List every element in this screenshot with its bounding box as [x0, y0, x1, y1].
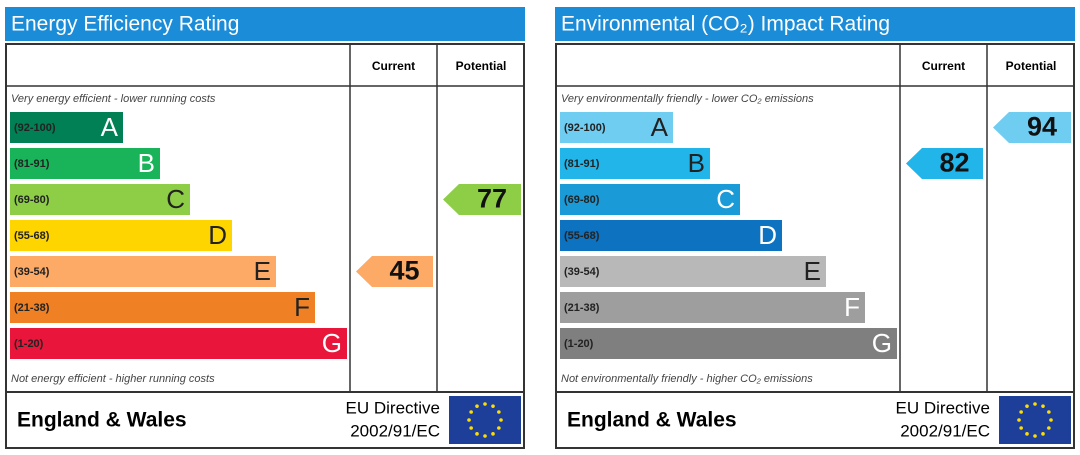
band-range: (21-38) — [564, 302, 600, 314]
band — [560, 148, 710, 179]
band-letter: D — [208, 220, 227, 250]
band — [10, 220, 232, 251]
eu-star — [1025, 432, 1029, 436]
eu-star — [1019, 410, 1023, 414]
band — [560, 112, 673, 143]
eu-star — [491, 432, 495, 436]
directive-code: 2002/91/EC — [350, 421, 440, 440]
band-letter: A — [651, 112, 669, 142]
rating-arrow — [356, 256, 433, 287]
region: England & Wales — [17, 409, 187, 432]
column-header: Potential — [456, 59, 507, 73]
rating-value: 77 — [477, 184, 507, 214]
band-range: (55-68) — [14, 230, 50, 242]
rating-arrow — [906, 148, 983, 179]
top-note: Very environmentally friendly - lower CO… — [561, 93, 814, 105]
eu-star — [1019, 426, 1023, 430]
eu-star — [483, 402, 487, 406]
eu-star — [497, 426, 501, 430]
band-letter: C — [166, 184, 185, 214]
panel-title: Energy Efficiency Rating — [11, 13, 239, 36]
eu-star — [497, 410, 501, 414]
region: England & Wales — [567, 409, 737, 432]
band-range: (1-20) — [14, 338, 44, 350]
eu-star — [1049, 418, 1053, 422]
epc-panel: Energy Efficiency Rating Current Potential… — [5, 7, 525, 449]
band-range: (92-100) — [564, 122, 606, 134]
band — [560, 256, 826, 287]
band-range: (81-91) — [14, 158, 50, 170]
eu-star — [1047, 426, 1051, 430]
epc-panel: Environmental (CO₂) Impact Rating Current… — [555, 7, 1075, 449]
eu-star — [467, 418, 471, 422]
band — [560, 184, 740, 215]
rating-value: 82 — [939, 148, 969, 178]
eu-star — [1033, 434, 1037, 438]
directive-code: 2002/91/EC — [900, 421, 990, 440]
rating-value: 94 — [1027, 112, 1057, 142]
band-letter: B — [688, 148, 705, 178]
band-letter: E — [254, 256, 271, 286]
bottom-note: Not environmentally friendly - higher CO… — [561, 373, 813, 385]
band-range: (21-38) — [14, 302, 50, 314]
eu-star — [1041, 432, 1045, 436]
band-letter: F — [294, 292, 310, 322]
band-letter: C — [716, 184, 735, 214]
eu-star — [483, 434, 487, 438]
band-letter: G — [322, 328, 342, 358]
band-letter: B — [138, 148, 155, 178]
band — [560, 328, 897, 359]
band — [560, 292, 865, 323]
band — [10, 256, 276, 287]
eu-star — [491, 404, 495, 408]
eu-star — [475, 404, 479, 408]
directive: EU Directive — [346, 398, 440, 417]
column-header: Current — [922, 59, 965, 73]
directive: EU Directive — [896, 398, 990, 417]
eu-star — [1041, 404, 1045, 408]
band — [560, 220, 782, 251]
bottom-note: Not energy efficient - higher running co… — [11, 373, 215, 385]
eu-star — [1025, 404, 1029, 408]
frame — [5, 43, 525, 449]
band-letter: D — [758, 220, 777, 250]
band-range: (81-91) — [564, 158, 600, 170]
band — [10, 184, 190, 215]
band-letter: A — [101, 112, 119, 142]
eu-star — [469, 426, 473, 430]
column-header: Potential — [1006, 59, 1057, 73]
top-note: Very energy efficient - lower running co… — [11, 93, 216, 105]
eu-star — [1033, 402, 1037, 406]
band-range: (69-80) — [564, 194, 600, 206]
band — [10, 112, 123, 143]
eu-star — [1017, 418, 1021, 422]
band-letter: E — [804, 256, 821, 286]
band-range: (69-80) — [14, 194, 50, 206]
title-bar — [5, 7, 525, 41]
band-range: (39-54) — [14, 266, 50, 278]
rating-value: 45 — [389, 256, 419, 286]
eu-star — [469, 410, 473, 414]
title-bar — [555, 7, 1075, 41]
band-range: (1-20) — [564, 338, 594, 350]
band-range: (55-68) — [564, 230, 600, 242]
eu-star — [499, 418, 503, 422]
band-letter: G — [872, 328, 892, 358]
band-range: (92-100) — [14, 122, 56, 134]
panel-title: Environmental (CO₂) Impact Rating — [561, 13, 890, 36]
eu-star — [475, 432, 479, 436]
band — [10, 328, 347, 359]
band-letter: F — [844, 292, 860, 322]
rating-arrow — [443, 184, 521, 215]
eu-star — [1047, 410, 1051, 414]
column-header: Current — [372, 59, 415, 73]
band — [10, 292, 315, 323]
rating-arrow — [993, 112, 1071, 143]
frame — [555, 43, 1075, 449]
band-range: (39-54) — [564, 266, 600, 278]
band — [10, 148, 160, 179]
